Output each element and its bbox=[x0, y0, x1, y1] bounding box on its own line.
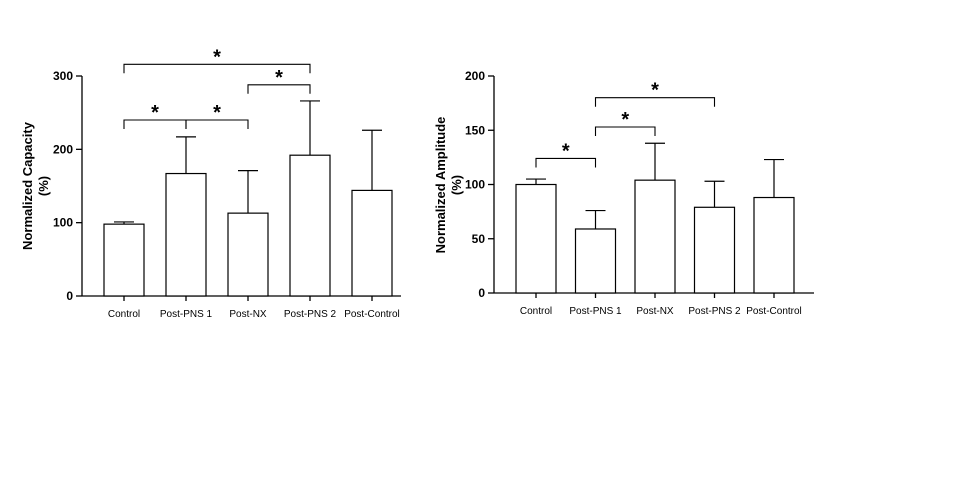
significance-bracket bbox=[185, 119, 249, 129]
y-tick-label: 300 bbox=[53, 69, 73, 83]
chart-2: 0 50 100 150 200 Normalized Amplitude(%) Contr… bbox=[433, 69, 814, 317]
y-axis-label-line: Normalized Amplitude bbox=[433, 117, 448, 254]
y-tick-label: 0 bbox=[478, 286, 485, 300]
y-axis-label-line: (%) bbox=[36, 176, 51, 196]
y-tick-label: 200 bbox=[53, 142, 73, 156]
significance-bracket bbox=[594, 97, 716, 107]
bar-3 bbox=[634, 179, 676, 294]
bar-1 bbox=[103, 223, 145, 297]
bar-2 bbox=[574, 228, 617, 294]
x-tick-label: Post-NX bbox=[229, 309, 267, 320]
y-tick-label: 100 bbox=[53, 216, 73, 230]
y-axis-label: Normalized Capacity(%) bbox=[20, 121, 51, 250]
bar-5 bbox=[351, 189, 393, 297]
significance-star: * bbox=[213, 46, 221, 68]
y-axis-label-line: Normalized Capacity bbox=[20, 121, 35, 250]
x-tick-label: Post-Control bbox=[344, 309, 400, 320]
significance-star: * bbox=[651, 80, 659, 102]
significance-bracket bbox=[123, 63, 311, 74]
y-tick-label: 100 bbox=[465, 178, 485, 192]
x-tick-label: Post-PNS 1 bbox=[569, 306, 622, 317]
y-axis-label-line: (%) bbox=[449, 175, 464, 195]
significance-bracket bbox=[594, 126, 656, 136]
significance-star: * bbox=[275, 67, 283, 89]
significance-star: * bbox=[621, 109, 629, 131]
x-tick-label: Post-PNS 2 bbox=[284, 309, 337, 320]
bar-1 bbox=[515, 183, 557, 294]
y-tick-label: 150 bbox=[465, 123, 485, 137]
significance-star: * bbox=[151, 102, 159, 124]
y-tick-label: 50 bbox=[472, 232, 486, 246]
x-tick-label: Post-PNS 2 bbox=[688, 306, 741, 317]
significance-bracket bbox=[535, 157, 597, 168]
y-axis-label: Normalized Amplitude(%) bbox=[433, 117, 464, 254]
x-tick-label: Post-NX bbox=[636, 306, 674, 317]
bar-4 bbox=[693, 206, 736, 294]
x-tick-label: Post-PNS 1 bbox=[160, 309, 213, 320]
y-tick-label: 0 bbox=[66, 289, 73, 303]
significance-star: * bbox=[562, 140, 570, 162]
y-tick-label: 200 bbox=[465, 69, 485, 83]
chart-1: 0 100 200 300 Normalized Capacity(%) Control P… bbox=[20, 46, 401, 320]
x-tick-label: Post-Control bbox=[746, 306, 802, 317]
bar-5 bbox=[753, 196, 795, 294]
bar-4 bbox=[289, 154, 331, 297]
x-tick-label: Control bbox=[520, 306, 552, 317]
significance-bracket bbox=[247, 84, 311, 94]
bar-3 bbox=[227, 212, 269, 297]
bar-2 bbox=[165, 172, 207, 297]
significance-star: * bbox=[213, 102, 221, 124]
x-tick-label: Control bbox=[108, 309, 140, 320]
